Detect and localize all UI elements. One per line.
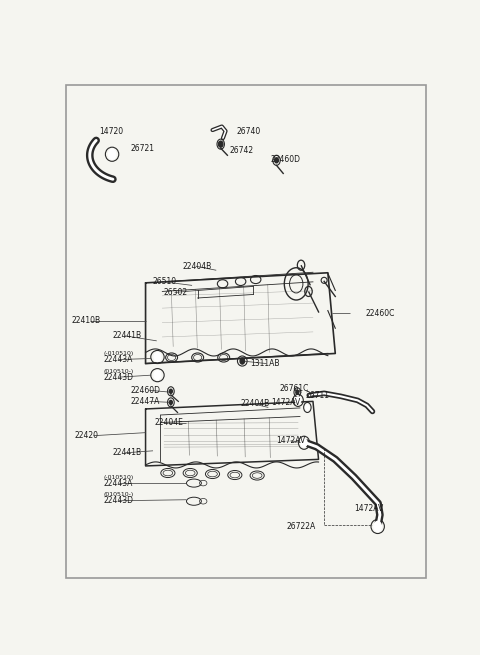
Text: 1472AV: 1472AV <box>271 398 300 407</box>
Text: 22443D: 22443D <box>104 496 134 505</box>
Circle shape <box>218 141 223 147</box>
Circle shape <box>305 405 309 410</box>
Text: 26761C: 26761C <box>279 384 309 393</box>
Text: (010510-): (010510-) <box>104 369 134 373</box>
Circle shape <box>296 397 300 404</box>
Text: 22460D: 22460D <box>131 386 161 395</box>
Text: 26502: 26502 <box>163 288 188 297</box>
Text: 26721: 26721 <box>131 143 155 153</box>
Text: 22404B: 22404B <box>183 262 212 271</box>
Text: 22404E: 22404E <box>155 418 184 427</box>
Text: 22460D: 22460D <box>270 155 300 164</box>
Text: (010510-): (010510-) <box>104 492 134 497</box>
Circle shape <box>169 400 172 404</box>
Circle shape <box>154 371 161 380</box>
Text: 26740: 26740 <box>237 127 261 136</box>
Text: 1472AV: 1472AV <box>276 436 306 445</box>
Text: 22460C: 22460C <box>365 309 395 318</box>
Circle shape <box>296 390 299 394</box>
Text: 26510: 26510 <box>152 277 176 286</box>
Text: 26711: 26711 <box>305 391 329 400</box>
Text: 26722A: 26722A <box>286 522 315 531</box>
Circle shape <box>240 358 244 364</box>
Text: 22441B: 22441B <box>112 448 141 457</box>
Text: (-010510): (-010510) <box>104 351 134 356</box>
Text: 22447A: 22447A <box>131 397 160 406</box>
Circle shape <box>108 149 116 159</box>
Text: 22410B: 22410B <box>71 316 100 325</box>
Text: 22420: 22420 <box>75 431 99 440</box>
Text: 22443A: 22443A <box>104 479 133 487</box>
Text: 22441B: 22441B <box>112 331 141 341</box>
Circle shape <box>275 158 278 163</box>
Text: (-010510): (-010510) <box>104 474 134 479</box>
Text: 1472AV: 1472AV <box>354 504 383 513</box>
Text: 1311AB: 1311AB <box>250 359 279 368</box>
Text: 22443D: 22443D <box>104 373 134 382</box>
Text: 22404B: 22404B <box>240 400 270 409</box>
Circle shape <box>374 521 382 531</box>
Circle shape <box>169 389 172 393</box>
Circle shape <box>154 352 161 362</box>
Text: 14720: 14720 <box>99 127 123 136</box>
Text: 26742: 26742 <box>229 145 253 155</box>
Circle shape <box>301 439 307 447</box>
Text: 22443A: 22443A <box>104 355 133 364</box>
